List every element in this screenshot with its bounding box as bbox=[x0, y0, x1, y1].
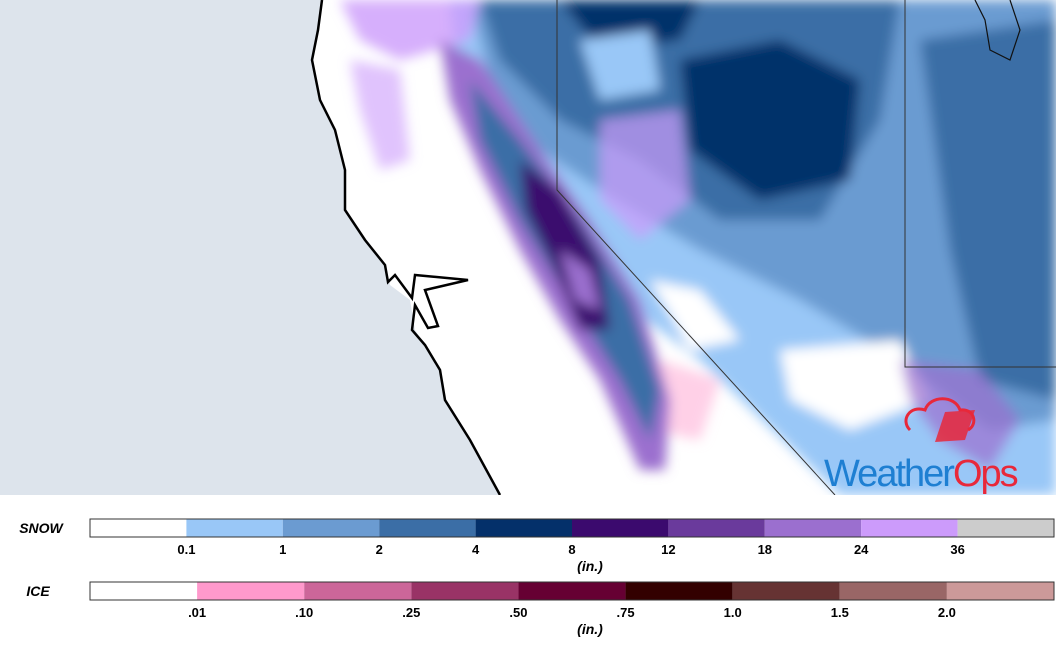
colorbar-frame bbox=[89, 581, 1055, 601]
unit-label: (in.) bbox=[577, 621, 603, 637]
color-swatch bbox=[379, 519, 476, 537]
color-swatch bbox=[90, 582, 198, 600]
color-swatch bbox=[668, 519, 765, 537]
color-swatch bbox=[839, 582, 947, 600]
tick-label: .10 bbox=[295, 605, 313, 620]
state-lines bbox=[556, 0, 1056, 495]
tick-label: 36 bbox=[950, 542, 964, 557]
legend-label: ICE bbox=[26, 583, 50, 599]
color-swatch bbox=[861, 519, 958, 537]
color-swatch bbox=[572, 519, 669, 537]
tick-label: .50 bbox=[509, 605, 527, 620]
color-swatch bbox=[625, 582, 733, 600]
logo-text: WeatherOps bbox=[824, 453, 1018, 495]
tick-label: 1 bbox=[279, 542, 286, 557]
logo-weather: Weather bbox=[824, 453, 955, 495]
tick-label: 1.5 bbox=[831, 605, 849, 620]
color-swatch bbox=[732, 582, 840, 600]
tick-label: .25 bbox=[402, 605, 420, 620]
legend-label: SNOW bbox=[19, 520, 64, 536]
color-swatch bbox=[186, 519, 283, 537]
tick-label: .01 bbox=[188, 605, 206, 620]
coastline bbox=[310, 0, 502, 495]
color-swatch bbox=[197, 582, 305, 600]
logo-grid bbox=[935, 410, 975, 442]
tick-label: 0.1 bbox=[177, 542, 195, 557]
color-swatch bbox=[282, 519, 380, 537]
logo-ops: Ops bbox=[953, 453, 1018, 495]
color-swatch bbox=[957, 519, 1054, 537]
color-swatch bbox=[764, 519, 862, 537]
tick-label: 2 bbox=[376, 542, 383, 557]
color-swatch bbox=[411, 582, 519, 600]
tick-label: 18 bbox=[758, 542, 772, 557]
tick-label: 12 bbox=[661, 542, 675, 557]
tick-label: 8 bbox=[568, 542, 575, 557]
color-swatch bbox=[90, 519, 187, 537]
lake bbox=[974, 0, 1021, 61]
unit-label: (in.) bbox=[577, 558, 603, 574]
color-swatch bbox=[518, 582, 626, 600]
map: WeatherOps bbox=[0, 0, 1056, 495]
tick-label: 2.0 bbox=[938, 605, 956, 620]
tick-label: 1.0 bbox=[724, 605, 742, 620]
tick-label: .75 bbox=[617, 605, 635, 620]
colorbar-frame bbox=[89, 518, 1055, 538]
tick-label: 24 bbox=[854, 542, 869, 557]
color-swatch bbox=[475, 519, 572, 537]
color-swatch bbox=[304, 582, 412, 600]
color-swatch bbox=[946, 582, 1054, 600]
logo: WeatherOps bbox=[824, 397, 1020, 495]
logo-cloud bbox=[904, 397, 976, 432]
tick-label: 4 bbox=[472, 542, 480, 557]
